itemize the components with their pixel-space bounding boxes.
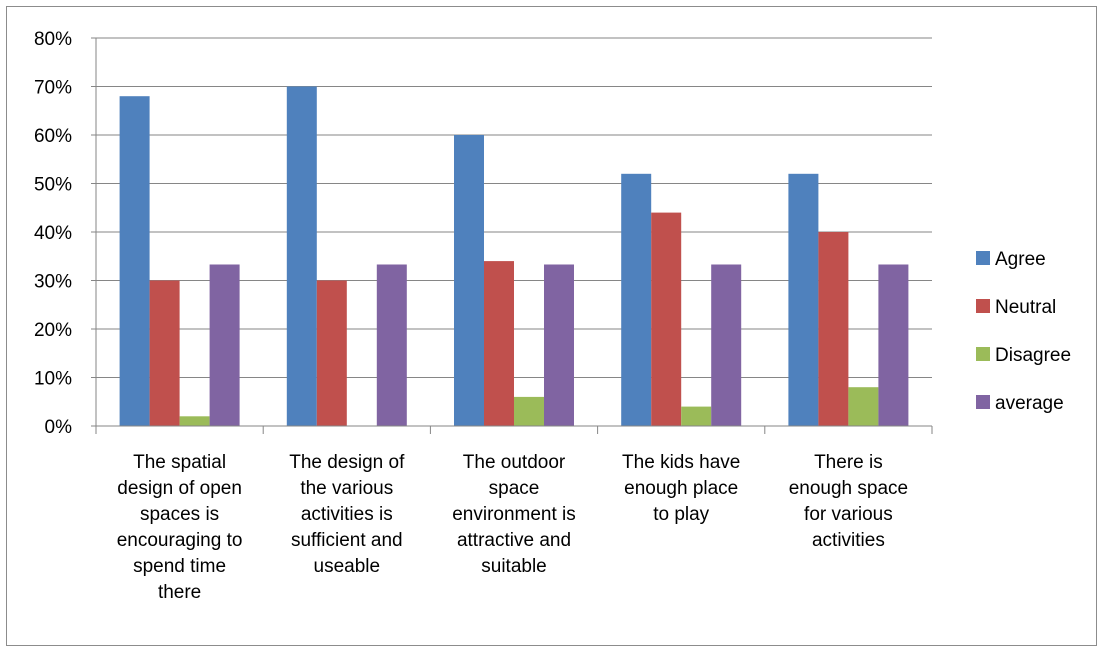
x-category-label: There is: [814, 452, 883, 473]
x-category-label: attractive and: [457, 530, 571, 551]
x-category-label: encouraging to: [117, 530, 243, 551]
x-category-label: The outdoor: [463, 452, 566, 473]
x-category-label: there: [158, 582, 201, 603]
y-tick-label: 40%: [34, 223, 72, 244]
x-category-label: for various: [804, 504, 893, 525]
bar-neutral: [316, 280, 347, 426]
y-tick-label: 50%: [34, 175, 72, 196]
y-tick-label: 30%: [34, 272, 72, 293]
bar-average: [711, 264, 742, 426]
bar-average: [878, 264, 909, 426]
x-category-label: activities: [812, 530, 885, 551]
x-category-label: the various: [300, 478, 393, 499]
bar-neutral: [484, 261, 514, 426]
x-category-label: enough place: [624, 478, 738, 499]
bar-disagree: [179, 416, 210, 426]
axes: [91, 37, 933, 434]
x-category-label: spend time: [133, 556, 226, 577]
x-category-label: enough space: [789, 478, 908, 499]
y-tick-label: 60%: [34, 126, 72, 147]
bar-disagree: [848, 387, 879, 426]
x-category-label: spaces is: [140, 504, 219, 525]
bar-neutral: [149, 280, 180, 426]
bar-neutral: [651, 212, 682, 426]
y-tick-labels: 0% 10% 20% 30% 40% 50% 60% 70% 80%: [34, 29, 72, 438]
legend: Agree Neutral Disagree average: [976, 249, 1071, 414]
bar-agree: [788, 173, 819, 426]
legend-label-agree: Agree: [995, 249, 1046, 270]
legend-swatch-neutral: [976, 299, 990, 313]
y-tick-label: 80%: [34, 29, 72, 50]
bar-average: [376, 264, 407, 426]
legend-label-neutral: Neutral: [995, 297, 1056, 318]
bar-disagree: [681, 406, 712, 426]
x-category-label: The kids have: [622, 452, 740, 473]
bar-agree: [454, 135, 484, 426]
bar-agree: [286, 86, 317, 426]
legend-swatch-average: [976, 395, 990, 409]
bar-neutral: [818, 232, 849, 426]
x-category-label: useable: [314, 556, 381, 577]
y-tick-label: 0%: [45, 417, 73, 438]
bar-average: [544, 264, 574, 426]
y-tick-label: 70%: [34, 78, 72, 99]
legend-swatch-agree: [976, 251, 990, 265]
x-category-labels: The spatial design of open spaces is encour…: [117, 452, 908, 603]
x-category-label: The design of: [289, 452, 405, 473]
legend-swatch-disagree: [976, 347, 990, 361]
x-category-label: suitable: [481, 556, 547, 577]
bar-disagree: [514, 396, 544, 426]
bar-average: [209, 264, 240, 426]
x-category-label: sufficient and: [291, 530, 403, 551]
bar-agree: [119, 96, 150, 426]
bars: [119, 86, 909, 426]
legend-label-average: average: [995, 393, 1064, 414]
y-tick-label: 20%: [34, 320, 72, 341]
x-category-label: space: [489, 478, 540, 499]
x-category-label: The spatial: [133, 452, 226, 473]
x-category-label: design of open: [117, 478, 242, 499]
x-category-label: activities is: [301, 504, 393, 525]
bar-agree: [621, 173, 652, 426]
x-category-label: environment is: [452, 504, 576, 525]
x-category-label: to play: [653, 504, 709, 525]
y-tick-label: 10%: [34, 369, 72, 390]
legend-label-disagree: Disagree: [995, 345, 1071, 366]
